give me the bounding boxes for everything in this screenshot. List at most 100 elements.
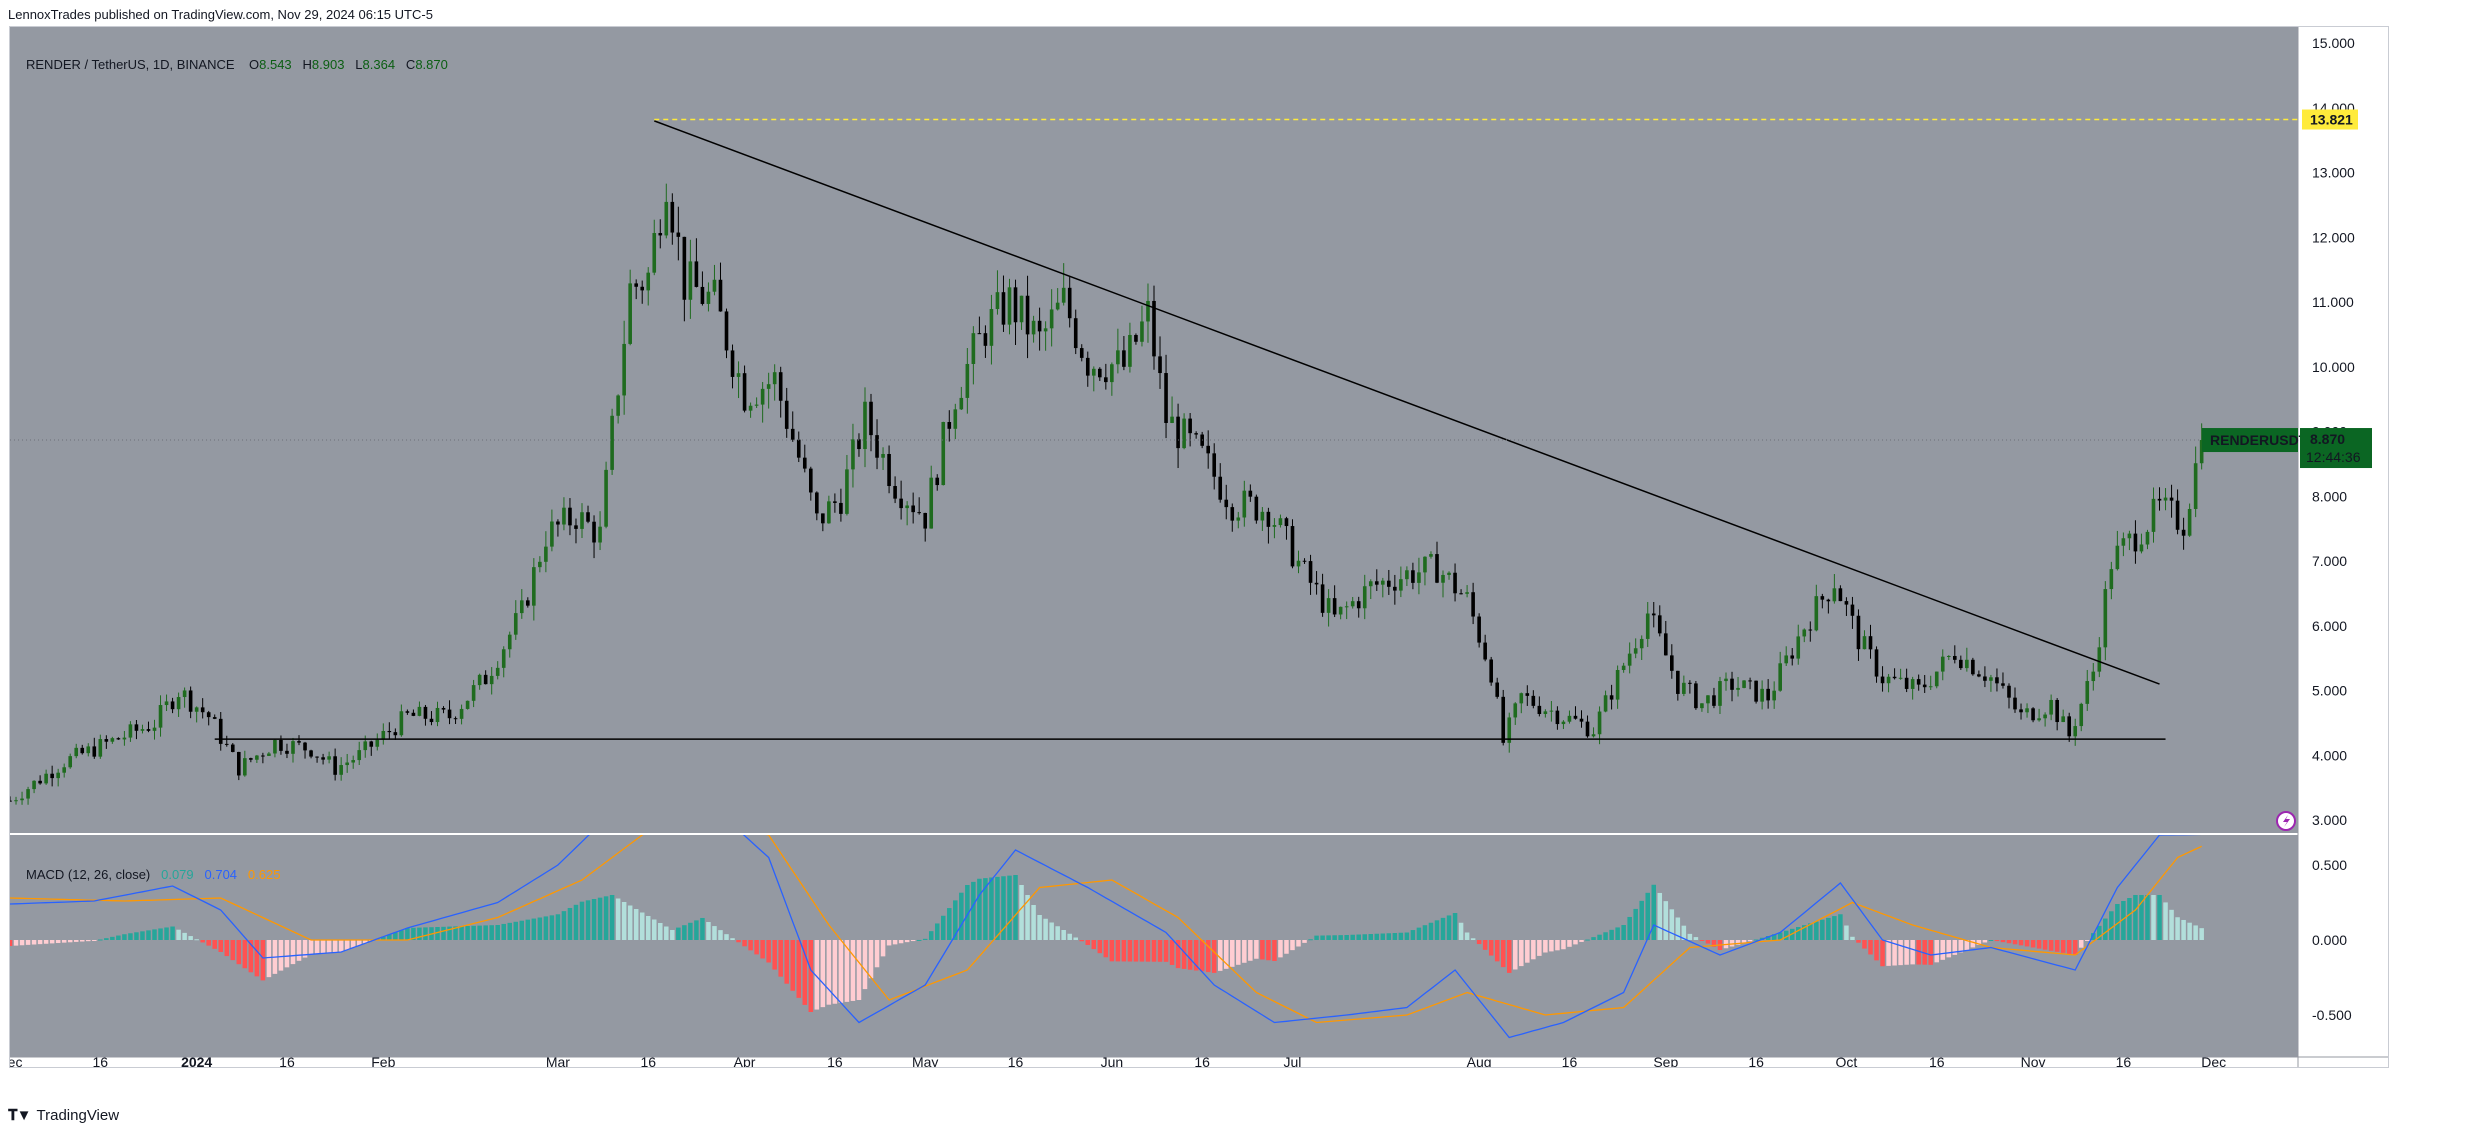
macd-hist-bar [579, 901, 585, 940]
chart-frame[interactable]: 3.0004.0005.0006.0007.0008.0009.00010.00… [9, 26, 2389, 1068]
macd-hist-bar [1230, 940, 1235, 967]
macd-hist-bar [694, 920, 699, 940]
macd-hist-bar [1115, 940, 1121, 962]
candle-down [1218, 476, 1223, 500]
macd-hist-bar [1187, 940, 1193, 970]
macd-hist-bar [760, 940, 765, 959]
candle-up [1344, 606, 1349, 608]
candle-up [1802, 629, 1807, 637]
candle-down [1850, 604, 1855, 616]
candle-up [495, 667, 500, 676]
chart-canvas[interactable]: 3.0004.0005.0006.0007.0008.0009.00010.00… [10, 27, 2389, 1068]
macd-hist-bar [248, 940, 254, 973]
candle-down [1525, 693, 1530, 696]
macd-hist-bar [2193, 925, 2198, 940]
macd-hist-bar [128, 933, 133, 940]
candle-up [273, 740, 277, 754]
candle-up [766, 384, 771, 389]
macd-hist-bar [977, 878, 982, 940]
macd-hist-bar [971, 881, 976, 940]
macd-hist-bar [1332, 935, 1337, 940]
candle-down [556, 521, 560, 525]
macd-hist-bar [1211, 940, 1217, 973]
macd-hist-bar [1440, 917, 1446, 940]
time-tick-label: Feb [371, 1054, 395, 1068]
candle-up [1031, 320, 1036, 335]
macd-hist-bar [1109, 940, 1115, 962]
candle-up [1645, 613, 1650, 639]
candle-up [1368, 581, 1373, 587]
macd-line-value: 0.704 [204, 867, 238, 882]
candle-down [1290, 526, 1295, 567]
candle-down [1067, 287, 1072, 319]
candle-up [736, 373, 741, 377]
macd-hist-bar [393, 932, 398, 940]
macd-hist-bar [965, 885, 970, 940]
candle-down [218, 718, 223, 744]
macd-hist-bar [2199, 928, 2204, 940]
macd-hist-bar [266, 940, 272, 978]
macd-hist-bar [820, 940, 826, 1008]
macd-hist-bar [1561, 940, 1566, 950]
macd-tick-label: 0.500 [2312, 857, 2347, 873]
candle-up [622, 343, 626, 396]
macd-hist-bar [880, 940, 886, 957]
candle-down [369, 741, 374, 747]
candle-up [2103, 589, 2108, 648]
candle-up [1898, 677, 1903, 679]
macd-hist-bar [772, 940, 777, 970]
macd-hist-bar [501, 923, 506, 940]
candle-down [50, 773, 54, 779]
candle-up [2043, 714, 2047, 719]
candle-down [1712, 695, 1716, 706]
candle-up [995, 292, 1000, 310]
price-tick-label: 6.000 [2312, 618, 2347, 634]
low-label: L [355, 57, 363, 72]
candle-down [230, 744, 235, 752]
candle-down [429, 718, 434, 723]
macd-hist-bar [953, 900, 958, 940]
candle-up [1706, 695, 1710, 704]
candle-down [1224, 499, 1229, 508]
candle-down [1856, 615, 1861, 650]
candle-down [1585, 721, 1590, 737]
macd-signal-value: 0.625 [247, 867, 281, 882]
candle-up [32, 780, 36, 790]
candle-down [285, 750, 289, 754]
candle-up [1465, 592, 1469, 594]
macd-hist-bar [507, 922, 513, 940]
macd-hist-bar [495, 925, 500, 940]
candle-up [2187, 508, 2192, 536]
time-tick-label: Nov [2021, 1054, 2046, 1068]
candle-down [586, 512, 590, 522]
candle-down [10, 800, 12, 802]
candle-down [574, 525, 578, 529]
macd-hist-bar [1753, 939, 1759, 941]
macd-hist-bar [1133, 940, 1139, 962]
candle-down [1904, 677, 1909, 689]
macd-hist-bar [1386, 933, 1392, 940]
candle-up [538, 561, 542, 568]
macd-hist-bar [645, 916, 651, 940]
candle-down [1766, 688, 1770, 701]
candle-down [839, 502, 843, 514]
candle-up [375, 739, 380, 747]
macd-hist-bar [1416, 927, 1422, 940]
macd-hist-bar [904, 940, 910, 943]
candle-down [682, 236, 687, 300]
macd-hist-bar [700, 917, 705, 940]
candle-down [1489, 659, 1493, 683]
candle-down [923, 512, 928, 529]
macd-hist-bar [1260, 940, 1265, 960]
alert-lightning-icon[interactable] [2276, 811, 2296, 831]
macd-hist-bar [1675, 917, 1681, 940]
candle-down [1001, 292, 1006, 325]
candle-up [1862, 636, 1867, 650]
macd-hist-bar [2000, 940, 2006, 943]
candle-down [1188, 418, 1192, 434]
candle-down [1808, 629, 1813, 631]
macd-hist-bar [519, 920, 525, 940]
candle-down [1453, 572, 1457, 594]
macd-hist-bar [1531, 940, 1536, 960]
candle-down [815, 492, 819, 514]
